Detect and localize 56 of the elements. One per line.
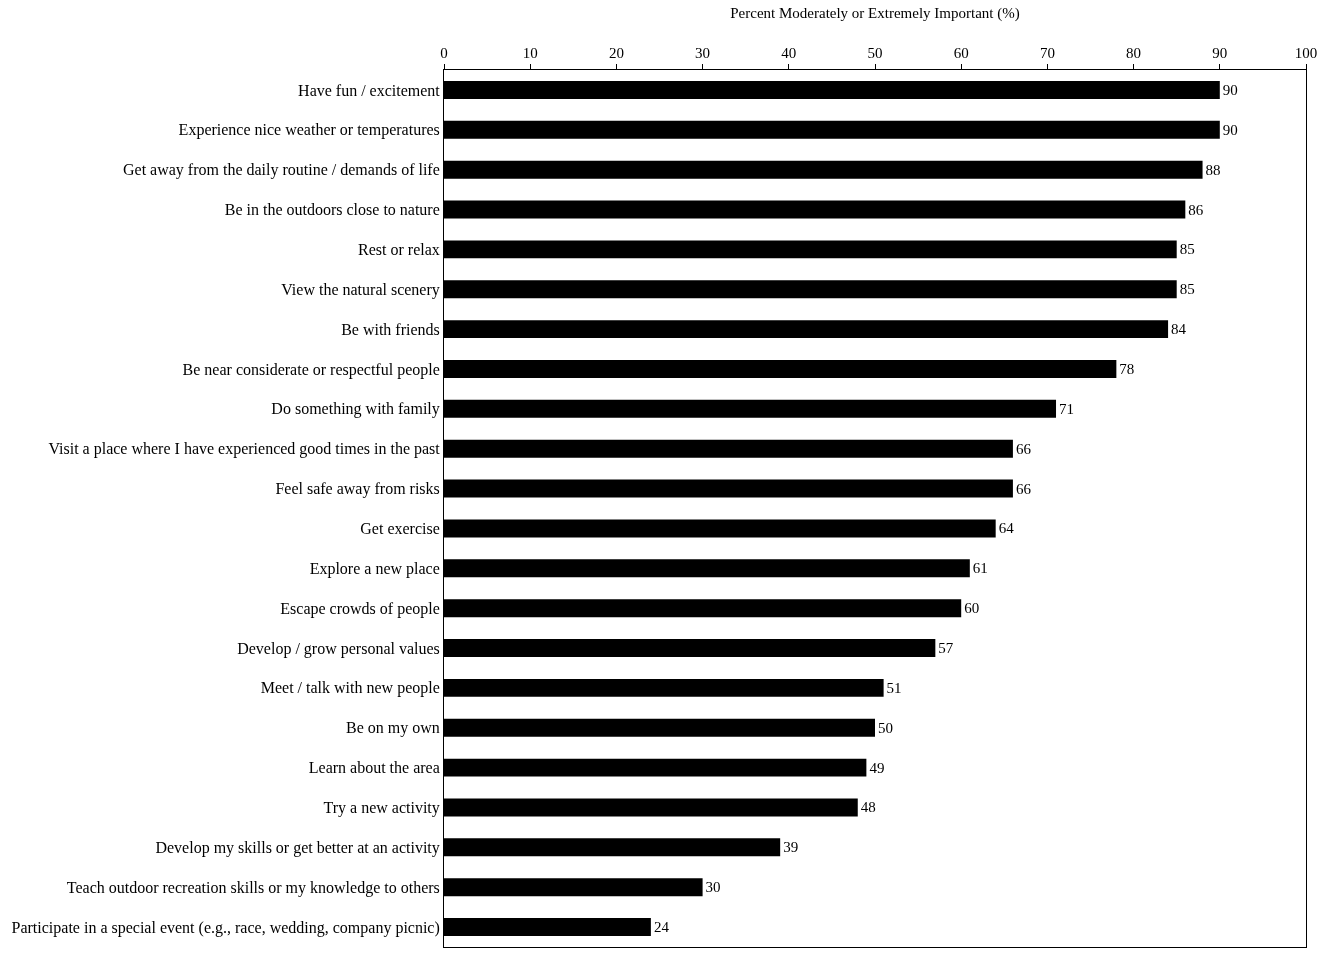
data-label: 66 bbox=[1015, 480, 1032, 497]
x-tick-label: 0 bbox=[440, 45, 448, 61]
data-label: 24 bbox=[653, 919, 670, 936]
data-label: 51 bbox=[886, 679, 902, 696]
y-tick-label: Participate in a special event (e.g., race, wedding, company picnic) bbox=[11, 918, 440, 937]
y-tick-label: Have fun / excitement bbox=[298, 81, 441, 99]
y-tick-label: Meet / talk with new people bbox=[260, 679, 440, 698]
data-label: 49 bbox=[869, 759, 885, 776]
y-tick-label: Try a new activity bbox=[323, 799, 440, 818]
data-label: 90 bbox=[1222, 81, 1238, 98]
data-label: 85 bbox=[1179, 241, 1195, 258]
y-tick-label: Be on my own bbox=[346, 719, 440, 738]
y-tick-label: View the natural scenery bbox=[281, 280, 440, 299]
y-tick-label: Do something with family bbox=[271, 400, 440, 419]
data-label: 66 bbox=[1015, 440, 1032, 457]
data-label: 64 bbox=[998, 520, 1015, 537]
y-tick-label: Get away from the daily routine / demands of life bbox=[123, 161, 440, 180]
data-label: 78 bbox=[1119, 360, 1135, 377]
x-tick-label: 30 bbox=[695, 45, 711, 61]
x-tick-label: 70 bbox=[1039, 45, 1055, 61]
data-label: 84 bbox=[1171, 321, 1187, 338]
x-tick-label: 20 bbox=[608, 45, 624, 61]
x-tick-label: 40 bbox=[781, 45, 797, 61]
y-tick-label: Escape crowds of people bbox=[280, 599, 440, 618]
x-tick-label: 100 bbox=[1294, 45, 1318, 61]
y-tick-label: Be in the outdoors close to nature bbox=[224, 201, 440, 219]
x-tick-label: 90 bbox=[1212, 45, 1228, 61]
data-label: 60 bbox=[964, 600, 980, 617]
x-tick-label: 50 bbox=[867, 45, 883, 61]
data-label: 50 bbox=[878, 719, 893, 736]
y-tick-label: Develop / grow personal values bbox=[237, 639, 440, 658]
data-label: 39 bbox=[783, 839, 799, 856]
x-axis-title: Percent Moderately or Extremely Important (%) bbox=[730, 5, 1020, 23]
y-tick-label: Experience nice weather or temperatures bbox=[178, 121, 440, 140]
y-tick-label: Visit a place where I have experienced good times in the past bbox=[48, 440, 441, 459]
y-tick-label: Be near considerate or respectful people bbox=[182, 360, 440, 379]
data-label: 48 bbox=[860, 799, 876, 816]
data-label: 71 bbox=[1059, 400, 1075, 417]
x-tick-label: 10 bbox=[522, 45, 538, 61]
y-tick-label: Explore a new place bbox=[309, 559, 440, 578]
y-tick-label: Learn about the area bbox=[308, 759, 440, 777]
x-tick-label: 60 bbox=[953, 45, 969, 61]
data-label: 88 bbox=[1205, 161, 1221, 178]
data-label: 90 bbox=[1222, 121, 1238, 138]
y-tick-label: Feel safe away from risks bbox=[275, 480, 440, 499]
data-label: 85 bbox=[1179, 281, 1195, 298]
y-tick-label: Be with friends bbox=[341, 320, 440, 338]
data-label: 86 bbox=[1188, 201, 1204, 218]
data-label: 61 bbox=[972, 560, 988, 577]
y-tick-label: Rest or relax bbox=[358, 240, 440, 258]
y-tick-label: Develop my skills or get better at an activity bbox=[155, 838, 440, 857]
data-label: 57 bbox=[938, 640, 954, 657]
y-tick-label: Teach outdoor recreation skills or my knowledge to others bbox=[66, 878, 440, 897]
y-tick-label: Get exercise bbox=[360, 520, 440, 538]
data-label: 30 bbox=[705, 879, 721, 896]
x-tick-label: 80 bbox=[1126, 45, 1142, 61]
